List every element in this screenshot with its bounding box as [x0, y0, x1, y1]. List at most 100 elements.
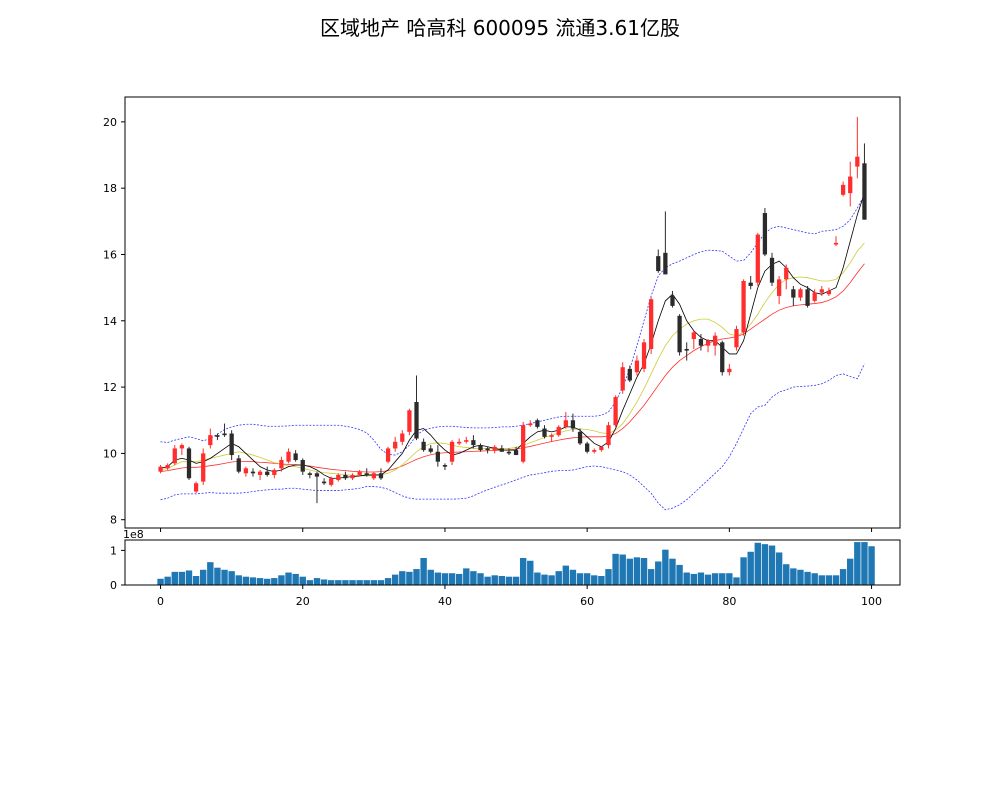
- candle-body: [385, 448, 391, 462]
- candle-12: [243, 466, 249, 477]
- volume-bar-100: [868, 546, 875, 585]
- candle-24: [329, 476, 334, 487]
- volume-bar-98: [854, 542, 861, 585]
- candle-body: [272, 469, 277, 475]
- candle-6: [201, 448, 206, 485]
- candle-69: [649, 297, 654, 354]
- candle-49: [506, 448, 512, 456]
- volume-bar-26: [342, 580, 349, 585]
- volume-bar-58: [569, 569, 577, 585]
- candle-body: [819, 289, 824, 293]
- candle-body: [563, 420, 568, 427]
- candle-56: [556, 425, 561, 437]
- candle-body: [812, 292, 817, 301]
- candle-45: [478, 443, 483, 452]
- price-axes-frame: [124, 96, 901, 529]
- volume-bar-33: [391, 574, 399, 585]
- volume-bar-54: [541, 574, 548, 585]
- candle-57: [563, 411, 568, 429]
- candle-body: [321, 481, 327, 484]
- candle-15: [265, 466, 270, 477]
- price-panel: [158, 116, 867, 511]
- candle-87: [776, 276, 782, 305]
- volume-xtick-label: 80: [722, 595, 736, 608]
- volume-bar-36: [413, 569, 420, 585]
- candle-body: [449, 441, 455, 462]
- volume-bar-93: [818, 575, 825, 585]
- candle-body: [186, 448, 192, 479]
- candle-41: [449, 440, 455, 466]
- volume-bar-78: [711, 573, 719, 585]
- candle-body: [691, 332, 696, 340]
- candle-body: [442, 465, 448, 467]
- candle-body: [400, 433, 405, 442]
- candle-66: [627, 365, 632, 383]
- candle-0: [158, 465, 163, 474]
- candle-body: [755, 234, 760, 283]
- volume-bar-20: [299, 576, 306, 585]
- volume-bar-87: [775, 552, 783, 585]
- volume-xtick-label: 60: [580, 595, 594, 608]
- volume-bar-52: [527, 560, 534, 585]
- candle-body: [521, 425, 526, 462]
- candle-body: [193, 483, 199, 492]
- candle-body: [585, 443, 590, 452]
- candle-body: [798, 289, 803, 298]
- candle-83: [748, 276, 753, 290]
- candle-25: [336, 473, 341, 482]
- candle-body: [720, 342, 725, 373]
- candle-38: [428, 445, 433, 454]
- candle-body: [748, 282, 753, 286]
- price-ytick-label: 14: [103, 315, 117, 328]
- ma-long-line: [160, 263, 865, 473]
- candle-body: [528, 423, 533, 426]
- candle-22: [314, 471, 320, 504]
- candle-29: [364, 468, 369, 477]
- volume-bar-90: [797, 569, 804, 585]
- candle-body: [556, 426, 561, 436]
- volume-bar-40: [441, 573, 449, 585]
- candle-71: [663, 211, 668, 275]
- candle-body: [250, 471, 256, 474]
- volume-xtick-label: 100: [861, 595, 882, 608]
- candle-body: [492, 446, 497, 451]
- volume-bar-28: [356, 580, 363, 585]
- volume-bar-18: [285, 572, 292, 585]
- volume-bar-23: [320, 579, 328, 585]
- candle-body: [840, 184, 846, 195]
- volume-bar-29: [363, 580, 370, 585]
- candle-body: [172, 448, 177, 464]
- volume-bar-60: [583, 573, 591, 585]
- candle-30: [371, 471, 376, 480]
- candle-40: [442, 463, 448, 470]
- candle-body: [549, 435, 554, 437]
- volume-bar-22: [313, 578, 321, 585]
- candle-34: [400, 430, 405, 446]
- volume-bar-24: [327, 580, 335, 585]
- candle-46: [485, 446, 490, 454]
- candle-body: [165, 465, 170, 469]
- candle-body: [613, 397, 618, 426]
- volume-bar-84: [754, 542, 761, 585]
- candle-body: [428, 448, 433, 452]
- volume-bar-8: [214, 567, 221, 585]
- candle-92: [812, 289, 817, 303]
- volume-ytick-label: 0: [110, 579, 117, 592]
- candle-body: [201, 453, 206, 482]
- candle-91: [805, 285, 810, 308]
- price-ytick-label: 10: [103, 447, 117, 460]
- candle-body: [848, 176, 853, 194]
- candle-52: [528, 420, 533, 427]
- volume-bar-59: [576, 573, 584, 585]
- candle-body: [307, 473, 312, 475]
- volume-bar-42: [455, 573, 463, 585]
- candle-body: [663, 252, 668, 275]
- candle-19: [293, 450, 298, 462]
- candle-77: [705, 339, 711, 353]
- volume-xtick-label: 20: [296, 595, 310, 608]
- candle-84: [755, 232, 760, 286]
- volume-bar-62: [598, 576, 605, 585]
- candle-3: [179, 443, 185, 456]
- price-ytick-label: 20: [103, 116, 117, 129]
- candle-86: [769, 252, 775, 286]
